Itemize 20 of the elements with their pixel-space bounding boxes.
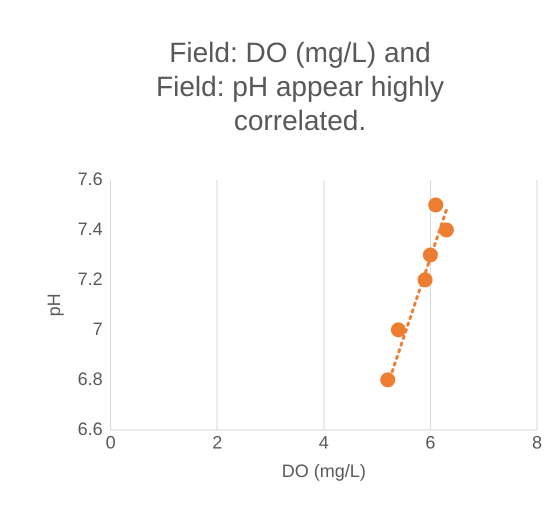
y-tick-label: 6.8 [78, 368, 103, 389]
point [438, 222, 454, 238]
y-tick-label: 7.4 [78, 218, 103, 239]
x-tick-label: 2 [212, 432, 222, 453]
y-tick-label: 7.6 [78, 168, 103, 189]
y-tick-label: 6.6 [78, 418, 103, 439]
point [390, 322, 406, 338]
x-axis-title: DO (mg/L) [282, 461, 366, 482]
point [380, 372, 396, 388]
point [428, 197, 444, 212]
y-tick-label: 7.2 [78, 268, 103, 289]
chart-title: Field: DO (mg/L) and Field: pH appear highly correlated. [155, 36, 445, 138]
point [418, 272, 433, 288]
x-tick-label: 4 [318, 432, 329, 453]
y-axis-title: pH [44, 293, 64, 316]
x-tick-label: 0 [106, 432, 116, 453]
y-tick-label: 7 [92, 318, 103, 339]
x-tick-label: 6 [425, 432, 436, 453]
x-tick-label: 8 [532, 432, 542, 453]
point [422, 247, 438, 262]
